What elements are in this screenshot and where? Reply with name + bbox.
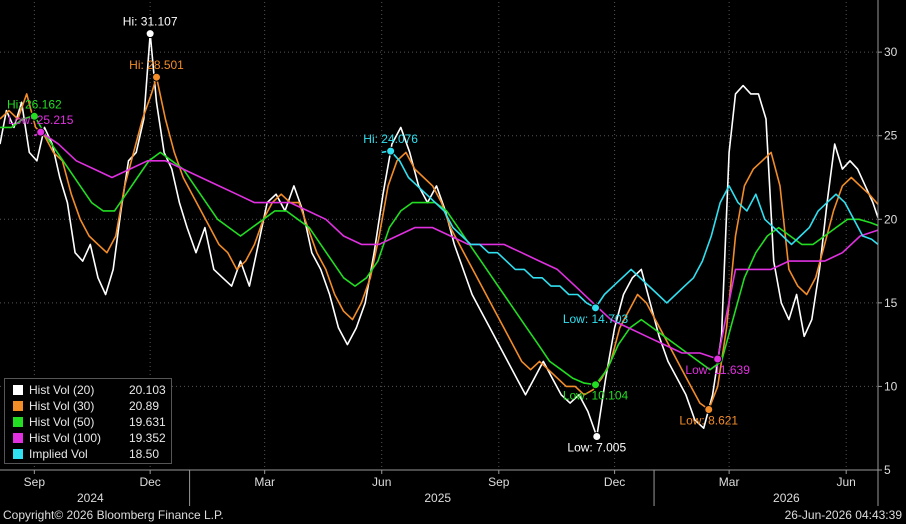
x-tick-label: Jun — [837, 475, 856, 489]
annotation-label: Low: 11.639 — [685, 363, 750, 377]
year-label: 2026 — [773, 491, 800, 505]
x-tick-label: Sep — [24, 475, 46, 489]
annotation-marker — [386, 146, 396, 156]
annotation-label: Hi: 31.107 — [123, 15, 178, 29]
annotation-label: Low: 7.005 — [567, 440, 626, 454]
legend-swatch — [13, 433, 23, 443]
annotation-label: Hi: 28.501 — [129, 58, 184, 72]
series-line-hist-vol-50 — [0, 114, 879, 386]
y-tick-label: 20 — [884, 212, 898, 226]
annotation-marker — [29, 111, 39, 121]
legend: Hist Vol (20) 20.103 Hist Vol (30) 20.89… — [4, 378, 172, 464]
annotation-label: Hi: 24.076 — [363, 132, 418, 146]
footer: Copyright© 2026 Bloomberg Finance L.P. 2… — [0, 508, 906, 524]
legend-name: Hist Vol (100) — [29, 431, 102, 445]
annotation-marker — [152, 72, 162, 82]
annotation-marker — [592, 431, 602, 441]
annotation-label: Low: 14.703 — [563, 312, 629, 326]
x-tick-label: Mar — [254, 475, 275, 489]
volatility-chart: Hi: 31.107 Hi: 28.501 Hi: 26.162 Low: 25.21… — [0, 0, 898, 506]
legend-value: 20.89 — [129, 399, 160, 413]
x-tick-label: Dec — [604, 475, 625, 489]
annotation-marker — [704, 404, 714, 414]
x-tick-label: Dec — [139, 475, 160, 489]
x-tick-label: Sep — [488, 475, 510, 489]
x-tick-label: Mar — [719, 475, 740, 489]
legend-name: Hist Vol (50) — [29, 415, 95, 429]
annotation-label: Low: 8.621 — [679, 413, 738, 427]
legend-swatch — [13, 449, 23, 459]
legend-name: Hist Vol (20) — [29, 383, 95, 397]
series-line-hist-vol-100 — [34, 131, 879, 360]
legend-item: Hist Vol (100) 19.352 — [13, 431, 169, 445]
legend-item: Hist Vol (20) 20.103 — [13, 383, 169, 397]
legend-item: Hist Vol (30) 20.89 — [13, 399, 169, 413]
legend-name: Implied Vol — [29, 447, 88, 461]
annotation-marker — [145, 29, 155, 39]
y-tick-label: 10 — [884, 379, 898, 393]
legend-swatch — [13, 401, 23, 411]
legend-swatch — [13, 385, 23, 395]
legend-value: 19.352 — [129, 431, 166, 445]
legend-value: 18.50 — [129, 447, 160, 461]
annotation-marker — [591, 380, 601, 390]
legend-swatch — [13, 417, 23, 427]
y-tick-label: 25 — [884, 129, 898, 143]
x-tick-label: Jun — [372, 475, 391, 489]
legend-name: Hist Vol (30) — [29, 399, 95, 413]
legend-value: 19.631 — [129, 415, 166, 429]
year-label: 2025 — [424, 491, 451, 505]
annotation-label: Low: 25.215 — [8, 113, 74, 127]
series-lines — [0, 33, 879, 438]
annotation-marker — [591, 303, 601, 313]
copyright-text: Copyright© 2026 Bloomberg Finance L.P. — [3, 508, 224, 522]
legend-value: 20.103 — [129, 383, 166, 397]
series-line-hist-vol-30 — [0, 76, 879, 411]
annotation-marker — [713, 354, 723, 364]
series-line-implied-vol — [381, 150, 879, 309]
timestamp-text: 26-Jun-2026 04:43:39 — [784, 508, 902, 522]
year-label: 2024 — [77, 491, 104, 505]
annotation-label: Low: 10.104 — [563, 389, 629, 403]
annotations: Hi: 31.107 Hi: 28.501 Hi: 26.162 Low: 25.21… — [7, 15, 750, 455]
y-tick-label: 5 — [884, 463, 891, 477]
annotation-marker — [36, 127, 46, 137]
legend-item: Implied Vol 18.50 — [13, 447, 169, 461]
legend-item: Hist Vol (50) 19.631 — [13, 415, 169, 429]
annotation-label: Hi: 26.162 — [7, 97, 62, 111]
y-tick-label: 30 — [884, 45, 898, 59]
y-tick-label: 15 — [884, 296, 898, 310]
